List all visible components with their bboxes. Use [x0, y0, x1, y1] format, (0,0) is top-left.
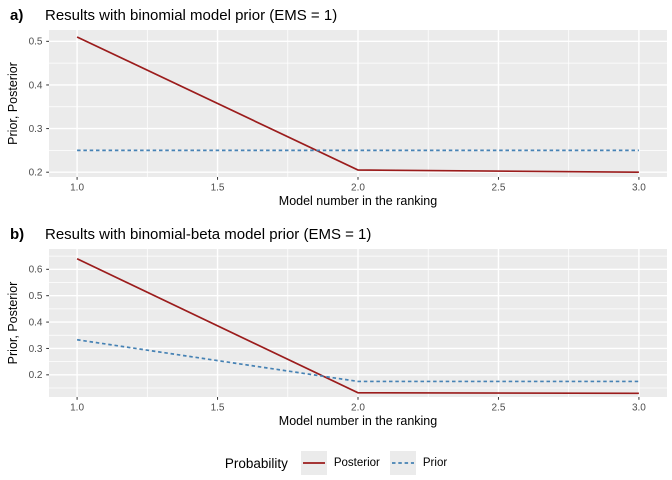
y-tick-label: 0.5 — [29, 291, 43, 302]
legend-title: Probability — [224, 455, 288, 471]
plot-area-a: 0.2 0.3 0.4 0.5 1.0 1.5 2.0 2.5 3.0 Model number … — [6, 30, 667, 208]
y-axis-title: Prior, Posterior — [6, 282, 20, 365]
y-tick-label: 0.6 — [29, 265, 43, 276]
prior-line — [76, 338, 639, 383]
panel-label-b: b) — [10, 226, 25, 243]
chart-title-b: Results with binomial-beta model prior (… — [45, 226, 372, 243]
x-tick-label: 2.0 — [351, 403, 365, 414]
x-tick-label: 2.0 — [351, 183, 365, 194]
posterior-line — [76, 36, 639, 174]
y-axis-title: Prior, Posterior — [6, 62, 20, 145]
y-tick-label: 0.2 — [29, 370, 43, 381]
solid-line-icon — [302, 462, 325, 464]
y-tick-label: 0.3 — [29, 344, 43, 355]
legend-label-posterior: Posterior — [333, 457, 380, 469]
legend-key-prior — [389, 451, 416, 475]
legend: Probability Posterior Prior — [0, 449, 672, 477]
x-axis-title: Model number in the ranking — [279, 194, 437, 208]
legend-key-posterior — [300, 451, 327, 475]
legend-item-prior: Prior — [389, 451, 448, 475]
chart-title-a: Results with binomial model prior (EMS =… — [45, 7, 338, 24]
legend-label-prior: Prior — [422, 457, 448, 469]
x-tick-label: 2.5 — [492, 403, 506, 414]
plot-area-b: 0.2 0.3 0.4 0.5 0.6 1.0 1.5 2.0 2.5 3.0 Model numb… — [6, 249, 667, 428]
x-axis-title: Model number in the ranking — [279, 414, 437, 428]
legend-item-posterior: Posterior — [300, 451, 380, 475]
x-tick-label: 3.0 — [632, 403, 646, 414]
y-tick-label: 0.4 — [29, 317, 43, 328]
y-tick-label: 0.3 — [29, 124, 43, 135]
y-tick-label: 0.4 — [29, 80, 43, 91]
panel-label-a: a) — [10, 7, 24, 24]
x-tick-label: 2.5 — [492, 183, 506, 194]
x-tick-label: 1.5 — [211, 403, 225, 414]
dashed-line-icon — [391, 462, 414, 464]
x-tick-label: 1.0 — [70, 183, 84, 194]
x-tick-label: 1.5 — [211, 183, 225, 194]
y-tick-label: 0.2 — [29, 168, 43, 179]
posterior-line — [76, 257, 639, 395]
x-tick-label: 1.0 — [70, 403, 84, 414]
y-tick-label: 0.5 — [29, 37, 43, 48]
x-tick-label: 3.0 — [632, 183, 646, 194]
